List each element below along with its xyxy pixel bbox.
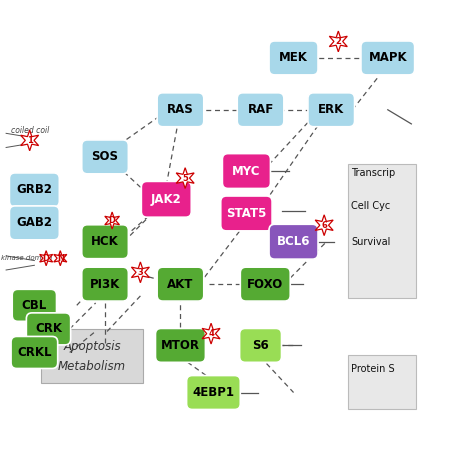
FancyBboxPatch shape [187,375,240,410]
Polygon shape [131,262,149,283]
Text: Metabolism: Metabolism [58,360,126,374]
Text: BCL6: BCL6 [277,235,310,248]
Text: kinase domain: kinase domain [1,255,53,261]
Text: JAK2: JAK2 [151,193,182,206]
Text: Cell Cyc: Cell Cyc [351,201,390,211]
Polygon shape [40,251,53,266]
Text: 2: 2 [336,37,341,46]
Text: PI3K: PI3K [90,278,120,291]
Text: 4: 4 [208,329,214,338]
FancyBboxPatch shape [9,206,59,240]
Polygon shape [202,323,220,344]
Text: D: D [109,216,116,225]
FancyBboxPatch shape [82,140,128,174]
FancyBboxPatch shape [348,355,416,409]
Polygon shape [329,31,347,52]
FancyBboxPatch shape [27,313,71,345]
Text: Transcrip: Transcrip [351,168,395,178]
Text: FOXO: FOXO [247,278,283,291]
FancyBboxPatch shape [361,41,415,75]
FancyBboxPatch shape [222,154,271,189]
Text: 3: 3 [137,268,143,277]
Text: ERK: ERK [318,103,345,116]
Text: RAF: RAF [247,103,273,116]
Text: HCK: HCK [91,235,119,248]
Text: D: D [43,254,50,263]
Text: CBL: CBL [22,299,47,312]
Text: Apoptosis: Apoptosis [64,340,121,353]
Text: AKT: AKT [167,278,194,291]
FancyBboxPatch shape [12,289,56,321]
FancyBboxPatch shape [41,329,143,383]
Text: CRKL: CRKL [17,346,52,359]
Polygon shape [21,130,39,151]
Text: 5: 5 [182,173,188,182]
FancyBboxPatch shape [237,93,284,127]
FancyBboxPatch shape [308,93,355,127]
Polygon shape [176,168,194,189]
Text: GRB2: GRB2 [17,183,52,196]
FancyBboxPatch shape [9,173,59,207]
Text: 1: 1 [27,136,33,145]
Text: Protein S: Protein S [351,364,395,374]
Polygon shape [54,251,67,266]
Text: N: N [57,254,64,263]
Text: MEK: MEK [279,52,308,64]
FancyBboxPatch shape [141,182,191,217]
Text: S6: S6 [252,339,269,352]
Text: Survival: Survival [351,237,391,246]
FancyBboxPatch shape [157,267,204,301]
Text: MAPK: MAPK [368,52,407,64]
FancyBboxPatch shape [155,328,205,362]
Text: MTOR: MTOR [161,339,200,352]
Text: 6: 6 [321,221,327,230]
FancyBboxPatch shape [82,267,128,301]
FancyBboxPatch shape [221,196,272,231]
Text: STAT5: STAT5 [226,207,266,220]
Text: SOS: SOS [91,150,118,164]
Text: CRK: CRK [35,322,62,336]
FancyBboxPatch shape [157,93,204,127]
Text: RAS: RAS [167,103,194,116]
FancyBboxPatch shape [240,267,290,301]
Polygon shape [315,215,333,236]
Polygon shape [105,212,119,229]
Text: GAB2: GAB2 [17,216,52,229]
Text: 4EBP1: 4EBP1 [192,386,235,399]
Text: MYC: MYC [232,164,261,178]
FancyBboxPatch shape [269,41,318,75]
FancyBboxPatch shape [269,224,318,259]
Text: coiled coil: coiled coil [11,127,49,136]
FancyBboxPatch shape [239,328,282,362]
FancyBboxPatch shape [82,225,128,259]
FancyBboxPatch shape [348,164,416,298]
FancyBboxPatch shape [11,337,58,368]
